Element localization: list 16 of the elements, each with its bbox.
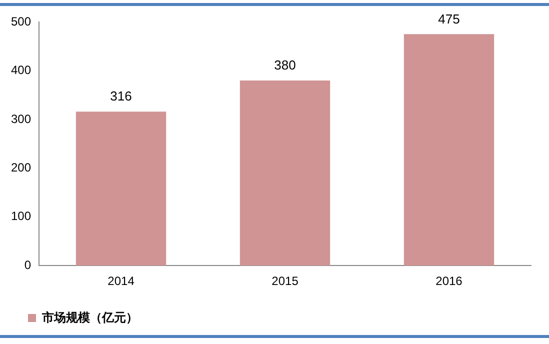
y-tick-label: 400 [10,63,32,78]
bar [76,112,166,266]
x-tick-label: 2016 [436,274,463,288]
data-label: 380 [274,58,296,73]
x-tick-label: 2015 [272,274,299,288]
legend-label: 市场规模（亿元） [41,310,138,324]
x-tick-label: 2014 [108,274,135,288]
data-label: 316 [110,88,132,104]
y-tick-label: 100 [10,209,32,224]
bar [404,34,494,266]
bar [240,80,330,266]
y-tick-label: 500 [10,14,32,28]
y-tick-label: 200 [10,160,32,174]
y-tick-label: 0 [24,258,32,272]
y-tick-label: 300 [10,112,32,126]
data-label: 475 [438,11,460,26]
